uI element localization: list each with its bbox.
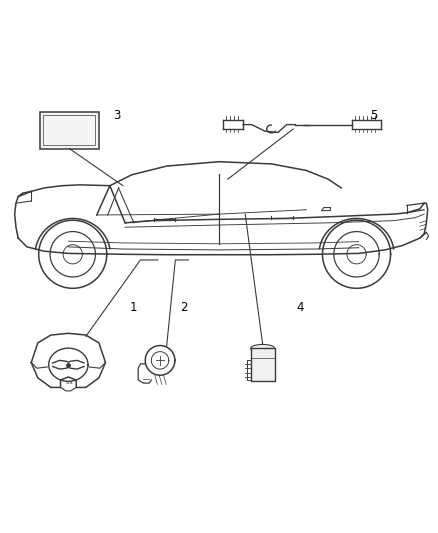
Text: SIA: SIA: [66, 381, 73, 385]
Text: 5: 5: [370, 109, 378, 123]
Bar: [40, 111, 99, 149]
Text: 1: 1: [130, 302, 138, 314]
Ellipse shape: [251, 344, 275, 352]
Bar: [251, 349, 275, 381]
Text: 2: 2: [180, 302, 188, 314]
Text: 3: 3: [113, 109, 120, 123]
Text: 4: 4: [296, 302, 304, 314]
Bar: [43, 115, 95, 145]
